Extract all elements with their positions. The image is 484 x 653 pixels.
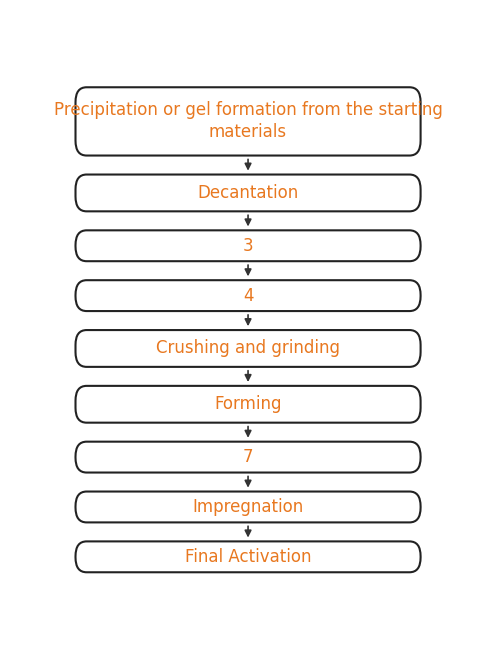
FancyBboxPatch shape (76, 231, 421, 261)
FancyBboxPatch shape (76, 88, 421, 155)
FancyBboxPatch shape (76, 280, 421, 311)
Text: 3: 3 (243, 237, 253, 255)
Text: 7: 7 (243, 448, 253, 466)
Text: Decantation: Decantation (197, 184, 299, 202)
Text: Precipitation or gel formation from the starting
materials: Precipitation or gel formation from the … (54, 101, 442, 142)
FancyBboxPatch shape (76, 492, 421, 522)
Text: Crushing and grinding: Crushing and grinding (156, 340, 340, 357)
Text: 4: 4 (243, 287, 253, 305)
Text: Final Activation: Final Activation (185, 548, 311, 566)
Text: Impregnation: Impregnation (193, 498, 303, 516)
FancyBboxPatch shape (76, 541, 421, 572)
FancyBboxPatch shape (76, 174, 421, 212)
FancyBboxPatch shape (76, 441, 421, 473)
Text: Forming: Forming (214, 395, 282, 413)
FancyBboxPatch shape (76, 330, 421, 367)
FancyBboxPatch shape (76, 386, 421, 422)
